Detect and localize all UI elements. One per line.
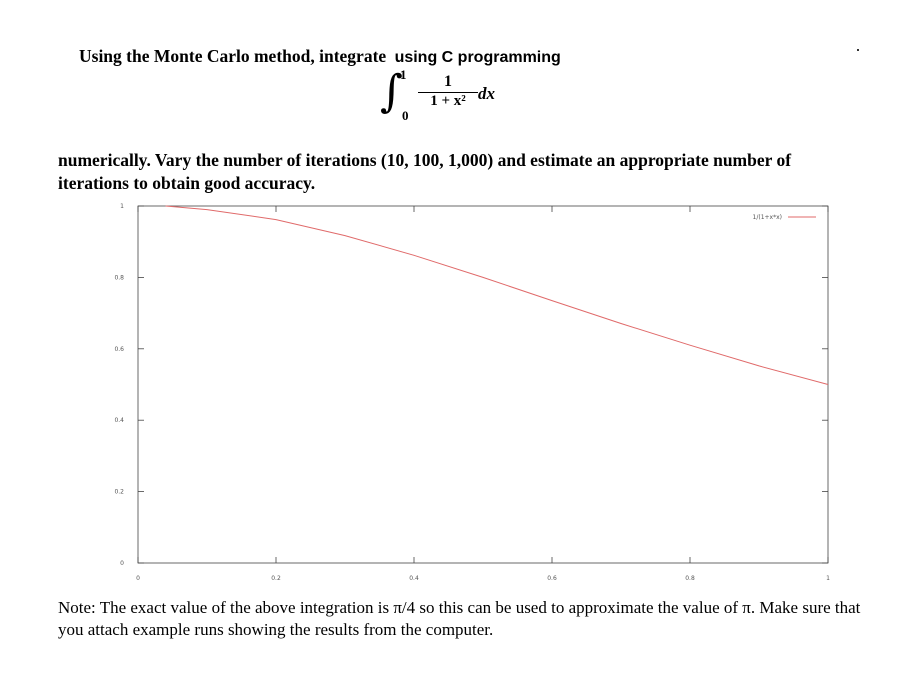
integral-sign: ∫ (380, 66, 403, 117)
x-tick-label: 1 (826, 575, 830, 582)
problem-title: Using the Monte Carlo method, integrate … (79, 46, 561, 67)
note-text: Note: The exact value of the above integ… (58, 598, 861, 639)
y-tick-label: 0 (120, 560, 124, 567)
function-plot: 0 0.2 0.4 0.6 0.8 1 0 0.2 0.4 0.6 0.8 1 1/(1+x*x) (114, 203, 830, 582)
integral-differential: dx (478, 84, 495, 103)
problem-title-text: Using the Monte Carlo method, integrate (79, 46, 387, 66)
x-tick-label: 0 (136, 575, 140, 582)
x-tick-label: 0.4 (409, 575, 419, 582)
y-tick-label: 0.8 (114, 274, 124, 281)
integrand-denominator: 1 + x² (430, 93, 466, 109)
plot-frame (137, 205, 829, 564)
y-tick-label: 0.4 (114, 417, 124, 424)
integrand-fraction: 1 1 + x² (418, 73, 478, 110)
y-tick-label: 1 (120, 203, 124, 210)
problem-paragraph: numerically. Vary the number of iteratio… (58, 150, 792, 193)
page-mark (857, 49, 859, 51)
y-tick-label: 0.2 (114, 489, 124, 496)
integral-formula: ∫ 1 0 1 1 + x² dx (380, 66, 540, 130)
x-tick-label: 0.2 (271, 575, 281, 582)
problem-title-suffix: using C programming (394, 49, 561, 66)
series-line (165, 205, 829, 385)
integrand-numerator: 1 (418, 73, 478, 93)
integral-lower-limit: 0 (402, 108, 409, 123)
y-tick-label: 0.6 (114, 346, 124, 353)
x-tick-label: 0.6 (547, 575, 557, 582)
x-tick-label: 0.8 (685, 575, 695, 582)
integral-upper-limit: 1 (400, 67, 407, 82)
legend-label: 1/(1+x*x) (753, 214, 782, 221)
